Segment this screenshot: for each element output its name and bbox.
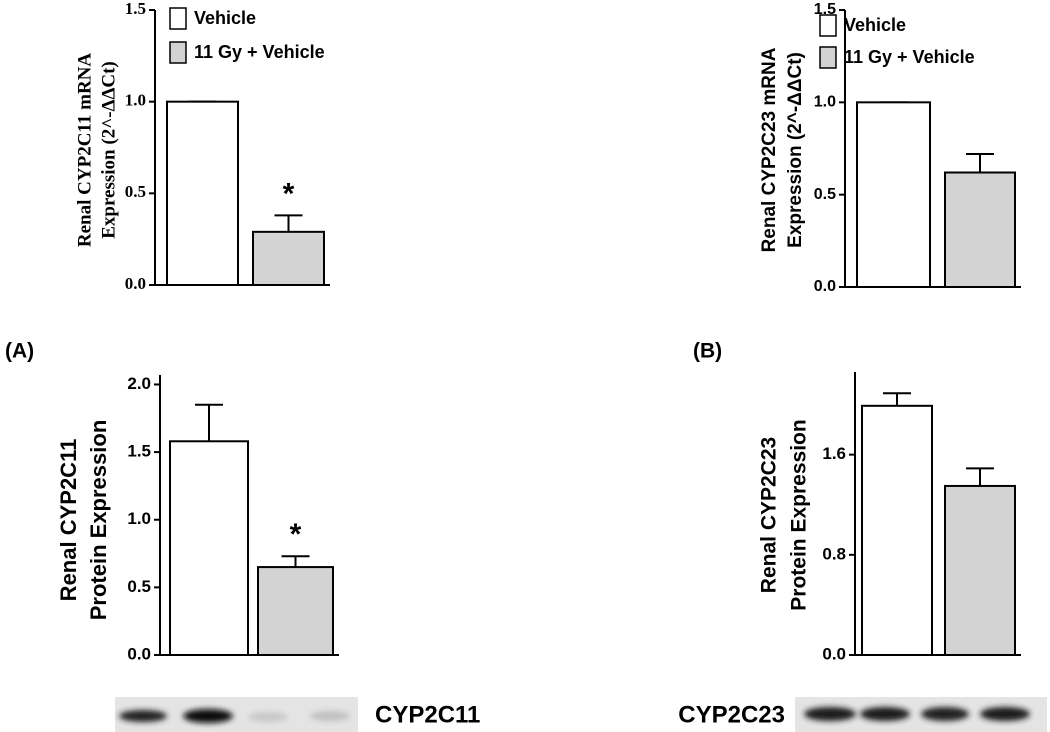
bar (252, 230, 325, 286)
bar (257, 566, 334, 656)
y-axis-label: Renal CYP2C23 mRNA (759, 47, 780, 252)
y-axis-label: Renal CYP2C23 (758, 437, 781, 593)
legend-swatch (169, 41, 187, 64)
legend-label: Vehicle (844, 15, 906, 35)
panel-label: (B) (693, 340, 722, 363)
y-axis-label: Protein Expression (788, 419, 811, 610)
legend-label: Vehicle (194, 8, 256, 28)
y-axis-label: Expression (2^-ΔΔCt) (98, 61, 119, 239)
bar (944, 171, 1016, 288)
y-axis-label: Protein Expression (86, 420, 111, 621)
legend-swatch (819, 46, 837, 69)
y-tick-label: 1.5 (125, 0, 146, 18)
y-tick-label: 2.0 (127, 374, 151, 393)
y-tick-label: 1.0 (125, 91, 146, 110)
legend-swatch (819, 14, 837, 37)
bar (861, 404, 933, 656)
bar (856, 101, 931, 289)
blot-label: CYP2C11 (375, 701, 480, 728)
significance-marker: * (290, 518, 302, 551)
y-tick-label: 0.0 (814, 278, 836, 295)
legend-label: 11 Gy + Vehicle (194, 42, 325, 62)
y-tick-label: 0.0 (127, 644, 151, 663)
y-tick-label: 1.0 (814, 94, 836, 111)
y-tick-label: 0.5 (125, 182, 146, 201)
significance-marker: * (283, 177, 295, 210)
y-tick-label: 0.5 (814, 186, 836, 203)
y-tick-label: 0.5 (127, 577, 151, 596)
y-tick-label: 0.8 (822, 544, 846, 563)
y-tick-label: 1.0 (127, 509, 151, 528)
legend-label: 11 Gy + Vehicle (844, 47, 975, 67)
blot-label: CYP2C23 (678, 701, 785, 728)
y-tick-label: 0.0 (822, 644, 846, 663)
blot-right (795, 697, 1047, 732)
y-axis-label: Renal CYP2C11 mRNA (74, 53, 95, 247)
y-axis-label: Expression (2^-ΔΔCt) (785, 52, 806, 248)
y-tick-label: 1.6 (822, 444, 846, 463)
panel-label: (A) (5, 340, 34, 363)
legend-swatch (169, 7, 187, 30)
y-tick-label: 1.5 (814, 1, 836, 18)
y-axis-label: Renal CYP2C11 (56, 439, 81, 602)
bar (169, 440, 249, 656)
bar (944, 484, 1016, 656)
y-tick-label: 0.0 (125, 274, 146, 293)
y-tick-label: 1.5 (127, 442, 151, 461)
blot-left (115, 697, 358, 732)
bar (166, 100, 239, 286)
